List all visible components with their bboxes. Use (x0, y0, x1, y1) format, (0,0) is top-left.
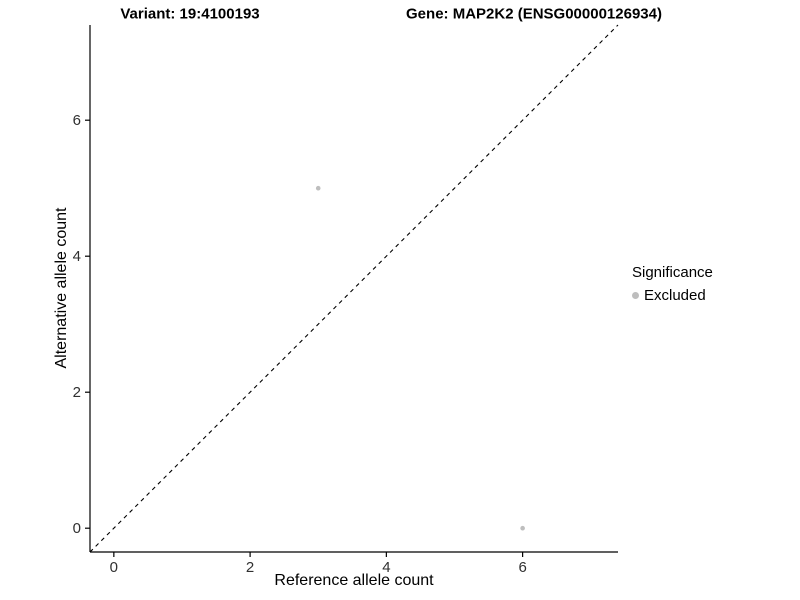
excluded-point-swatch (632, 292, 639, 299)
plot-title-variant: Variant: 19:4100193 (120, 5, 260, 23)
x-tick-label: 2 (246, 559, 254, 576)
y-tick-label: 6 (73, 112, 81, 129)
plot-title-gene: Gene: MAP2K2 (ENSG00000126934) (406, 5, 662, 23)
x-tick-label: 6 (518, 559, 526, 576)
y-tick-label: 2 (73, 384, 81, 401)
x-tick-label: 0 (110, 559, 118, 576)
identity-dashed-line (89, 24, 619, 553)
x-axis-title: Reference allele count (274, 572, 434, 589)
y-tick-label: 0 (73, 520, 81, 537)
y-axis-title: Alternative allele count (53, 207, 70, 369)
legend-entry-excluded: Excluded (632, 287, 713, 304)
legend: Significance Excluded (632, 264, 713, 304)
legend-entry-label: Excluded (644, 287, 706, 304)
legend-title: Significance (632, 264, 713, 281)
data-point (520, 525, 525, 531)
y-tick-label: 4 (73, 248, 81, 265)
data-point (315, 185, 321, 191)
x-tick-label: 4 (382, 559, 390, 576)
